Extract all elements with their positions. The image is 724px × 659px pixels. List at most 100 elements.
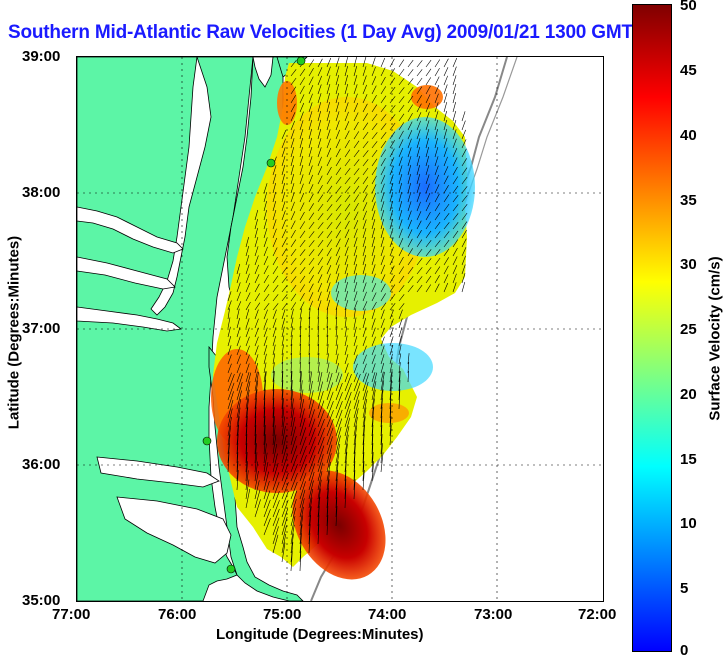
velocity-arrow [425,59,432,68]
velocity-arrow [317,515,320,536]
velocity-arrow [362,452,365,473]
velocity-arrow [236,354,241,365]
velocity-arrow [452,230,459,239]
velocity-arrow [344,139,350,149]
velocity-arrow [317,316,319,329]
velocity-arrow [371,389,376,410]
velocity-arrow [371,398,375,419]
velocity-arrow [452,247,458,257]
velocity-arrow [362,210,367,221]
velocity-arrow [380,416,383,437]
velocity-arrow [425,102,431,113]
velocity-arrow [353,354,358,365]
velocity-arrow [263,274,269,284]
velocity-arrow [308,399,315,419]
velocity-arrow [362,193,368,203]
velocity-arrow [290,284,297,293]
velocity-arrow [389,371,392,383]
velocity-arrow [245,264,250,275]
velocity-arrow [371,273,376,284]
velocity-arrow [362,381,369,401]
velocity-arrow [362,245,366,257]
velocity-arrow [452,120,457,131]
velocity-arrow [281,444,288,464]
velocity-arrow [398,165,403,176]
velocity-arrow [281,416,285,437]
velocity-arrow [335,102,340,113]
velocity-arrow [281,229,287,239]
velocity-arrow [317,479,322,500]
velocity-arrow [398,256,404,266]
velocity-arrow [317,110,321,122]
velocity-arrow [362,254,366,266]
velocity-arrow [452,92,456,104]
velocity-arrow [389,416,392,437]
velocity-arrow [371,227,375,239]
velocity-arrow [371,461,374,482]
velocity-arrow [335,326,338,338]
velocity-arrow [272,247,278,257]
velocity-arrow [362,228,367,239]
velocity-arrow [416,138,421,149]
velocity-arrow [317,128,322,140]
velocity-arrow [272,453,278,473]
velocity-arrow [353,211,359,221]
velocity-arrow [353,479,356,500]
velocity-arrow [317,257,324,266]
velocity-arrow [281,516,288,536]
velocity-arrow [317,156,322,167]
velocity-arrow [452,129,457,140]
velocity-arrow [290,472,298,491]
velocity-arrow [272,228,277,239]
velocity-arrow [317,308,319,320]
velocity-arrow [245,363,250,374]
velocity-arrow [407,173,411,185]
velocity-arrow [281,472,289,491]
velocity-arrow [353,121,359,131]
velocity-arrow [290,201,295,212]
velocity-arrow [344,111,349,122]
velocity-arrow [371,452,374,473]
velocity-arrow [335,92,339,104]
velocity-arrow [389,209,393,221]
velocity-arrow [407,182,411,194]
velocity-arrow [335,400,343,419]
gridlines [77,57,603,601]
velocity-arrow [326,410,334,428]
velocity-arrow [389,131,396,140]
velocity-field-cyan-mid [331,275,391,311]
velocity-arrow [290,490,298,509]
velocity-arrow [326,418,334,437]
velocity-arrow [353,140,360,149]
velocity-arrow [263,284,270,293]
velocity-arrow [299,267,306,275]
velocity-arrow [290,551,293,572]
velocity-arrow [371,85,377,95]
pamlico-sound [116,496,232,564]
velocity-arrow [236,443,239,464]
velocity-arrow [344,57,349,68]
velocity-arrow [290,380,293,401]
velocity-arrow [353,57,357,68]
velocity-arrow [272,407,275,428]
velocity-arrow [380,327,385,338]
velocity-arrow [308,184,314,194]
velocity-arrow [245,381,251,401]
y-tick-label: 37:00 [22,320,61,337]
velocity-arrow [281,508,289,527]
velocity-arrow [353,425,358,446]
velocity-arrow [371,345,376,356]
velocity-arrow [389,327,394,338]
velocity-arrow [371,372,378,392]
velocity-arrow [308,249,315,257]
velocity-arrow [344,363,349,374]
velocity-arrow [299,77,306,86]
velocity-arrow [380,309,385,320]
velocity-arrow [407,95,414,104]
velocity-arrow [335,111,340,122]
velocity-arrow [236,291,241,302]
velocity-arrow [398,380,401,401]
velocity-arrow [236,308,240,320]
velocity-arrow [227,336,232,347]
velocity-arrow [389,284,396,293]
